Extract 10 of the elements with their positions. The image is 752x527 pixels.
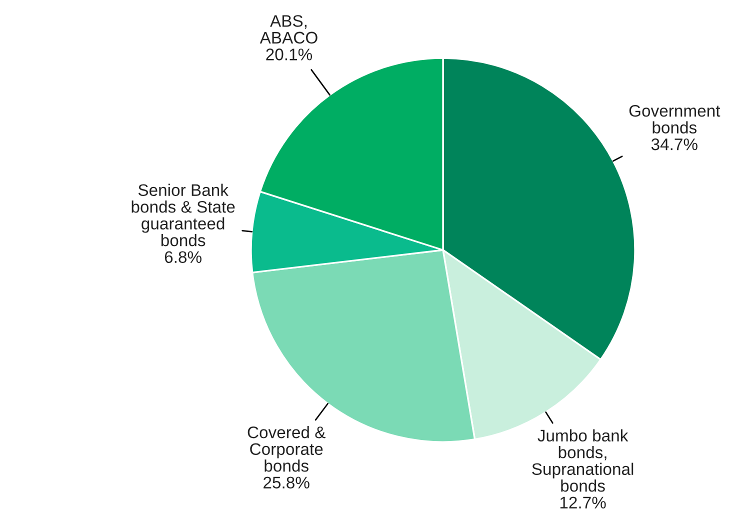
data-label: 20.1% [266,48,312,60]
data-label: 6.8% [164,251,202,264]
slice-label: Jumbo bank bonds, Supranational bonds [532,429,634,492]
slice-label: ABS, ABACO [260,15,318,44]
slice-label: Covered & Corporate bonds [248,426,326,472]
data-label: 34.7% [651,138,698,150]
slice-label: Senior Bank bonds & State guaranteed bonds [132,184,235,246]
data-label: 25.8% [264,476,310,489]
data-label: 12.7% [560,496,606,508]
slice-label: Government bonds [629,104,720,134]
